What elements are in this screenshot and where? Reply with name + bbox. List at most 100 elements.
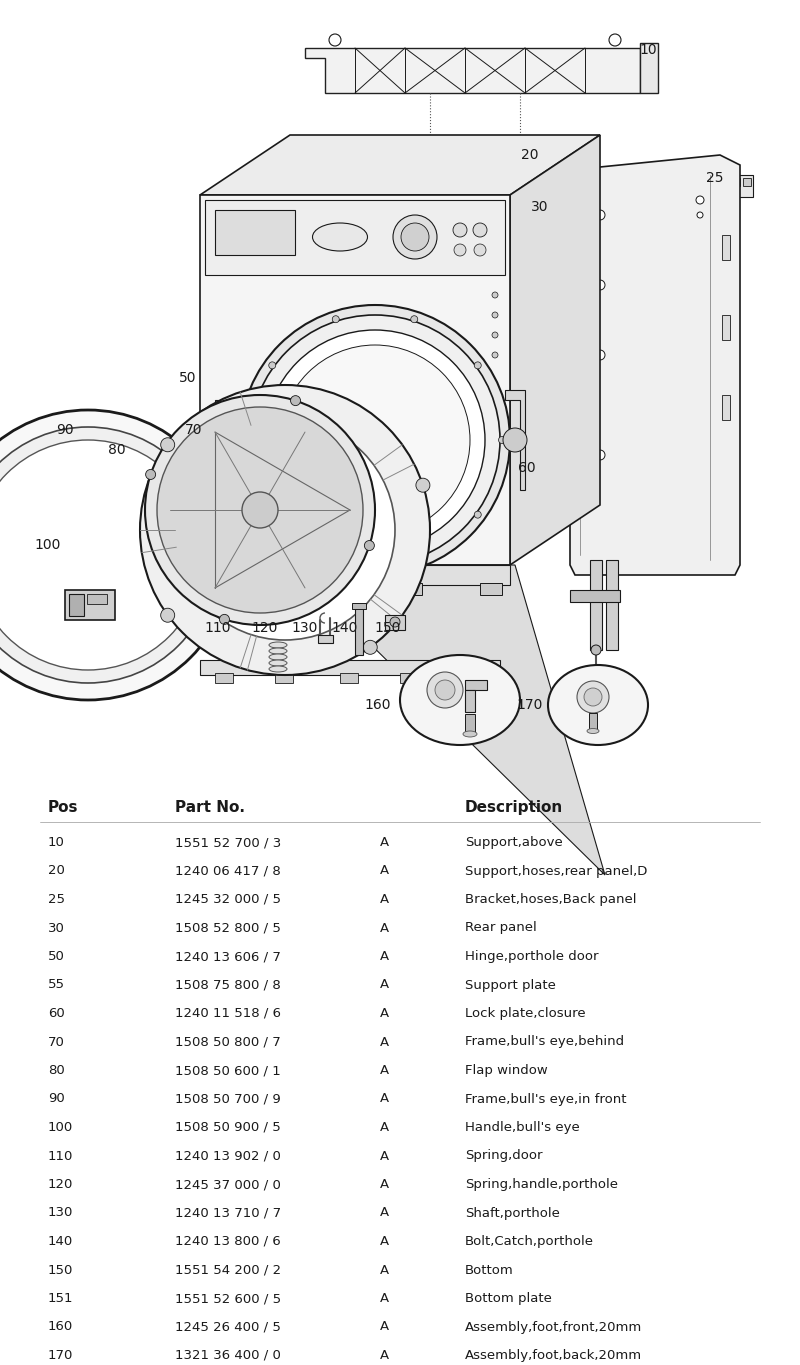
Text: Pos: Pos <box>48 800 78 815</box>
Text: 1240 13 902 / 0: 1240 13 902 / 0 <box>175 1149 281 1163</box>
Bar <box>400 583 422 595</box>
Text: 70: 70 <box>48 1036 65 1048</box>
Circle shape <box>175 420 395 640</box>
Text: Hinge,porthole door: Hinge,porthole door <box>465 950 598 962</box>
Circle shape <box>290 396 301 405</box>
Text: A: A <box>380 1293 389 1305</box>
Circle shape <box>269 511 276 519</box>
Text: Handle,bull's eye: Handle,bull's eye <box>465 1121 580 1134</box>
Text: 30: 30 <box>531 201 549 214</box>
Text: 120: 120 <box>48 1178 74 1192</box>
Circle shape <box>454 244 466 257</box>
Ellipse shape <box>269 654 287 661</box>
Circle shape <box>329 34 341 46</box>
Text: 140: 140 <box>48 1235 74 1248</box>
Circle shape <box>0 427 216 682</box>
Text: 140: 140 <box>332 621 358 635</box>
Text: A: A <box>380 1007 389 1020</box>
Text: A: A <box>380 1178 389 1192</box>
Circle shape <box>390 617 400 627</box>
Circle shape <box>401 222 429 251</box>
Bar <box>65 590 115 620</box>
Text: A: A <box>380 921 389 935</box>
Bar <box>590 560 602 650</box>
Circle shape <box>492 352 498 358</box>
Text: 150: 150 <box>375 621 401 635</box>
Ellipse shape <box>400 655 520 745</box>
Ellipse shape <box>463 732 477 737</box>
Text: A: A <box>380 864 389 878</box>
Bar <box>318 635 333 643</box>
Polygon shape <box>305 48 640 93</box>
Bar <box>465 680 487 689</box>
Bar <box>400 673 418 682</box>
Text: 1240 13 606 / 7: 1240 13 606 / 7 <box>175 950 281 962</box>
Circle shape <box>222 449 230 457</box>
Polygon shape <box>510 135 600 565</box>
Text: 10: 10 <box>639 44 657 57</box>
Text: 90: 90 <box>48 1092 65 1106</box>
Bar <box>722 394 730 420</box>
Text: Shaft,porthole: Shaft,porthole <box>465 1207 560 1219</box>
Text: A: A <box>380 1320 389 1334</box>
Text: Flap window: Flap window <box>465 1063 548 1077</box>
Text: 170: 170 <box>517 698 543 713</box>
Text: 1245 37 000 / 0: 1245 37 000 / 0 <box>175 1178 281 1192</box>
Bar <box>87 594 107 603</box>
Ellipse shape <box>269 666 287 672</box>
Text: A: A <box>380 1063 389 1077</box>
Bar <box>522 156 530 167</box>
Circle shape <box>595 450 605 460</box>
Bar <box>220 445 232 465</box>
Circle shape <box>245 437 251 444</box>
Bar <box>713 175 753 197</box>
Circle shape <box>492 313 498 318</box>
Text: Spring,door: Spring,door <box>465 1149 542 1163</box>
Bar <box>589 713 597 732</box>
Text: 160: 160 <box>48 1320 74 1334</box>
Bar <box>722 315 730 340</box>
Text: 1551 52 700 / 3: 1551 52 700 / 3 <box>175 835 282 849</box>
Bar <box>200 195 510 565</box>
Text: A: A <box>380 835 389 849</box>
Circle shape <box>492 332 498 339</box>
Text: 20: 20 <box>48 864 65 878</box>
Text: A: A <box>380 950 389 962</box>
Circle shape <box>161 438 174 452</box>
Ellipse shape <box>269 648 287 654</box>
Circle shape <box>591 646 601 655</box>
Text: 10: 10 <box>48 835 65 849</box>
Text: 25: 25 <box>48 893 65 906</box>
Circle shape <box>453 222 467 238</box>
Bar <box>743 177 751 186</box>
Bar <box>722 235 730 259</box>
Text: 1508 75 800 / 8: 1508 75 800 / 8 <box>175 979 281 991</box>
Text: A: A <box>380 1349 389 1362</box>
Polygon shape <box>195 565 605 875</box>
Bar <box>205 201 505 274</box>
Text: 151: 151 <box>48 1293 74 1305</box>
Text: 1240 13 710 / 7: 1240 13 710 / 7 <box>175 1207 281 1219</box>
Text: 110: 110 <box>48 1149 74 1163</box>
Circle shape <box>332 315 339 322</box>
Text: 1508 52 800 / 5: 1508 52 800 / 5 <box>175 921 281 935</box>
Bar <box>69 594 84 616</box>
Circle shape <box>410 315 418 322</box>
Circle shape <box>584 688 602 706</box>
Circle shape <box>498 437 506 444</box>
Text: Bottom plate: Bottom plate <box>465 1293 552 1305</box>
Text: 130: 130 <box>48 1207 74 1219</box>
Bar <box>570 590 620 602</box>
Text: Spring,handle,porthole: Spring,handle,porthole <box>465 1178 618 1192</box>
Polygon shape <box>570 156 740 575</box>
Text: Support,above: Support,above <box>465 835 562 849</box>
Text: Part No.: Part No. <box>175 800 245 815</box>
Text: Bracket,hoses,Back panel: Bracket,hoses,Back panel <box>465 893 637 906</box>
Bar <box>275 673 293 682</box>
Text: Frame,bull's eye,behind: Frame,bull's eye,behind <box>465 1036 624 1048</box>
Circle shape <box>222 414 230 422</box>
Bar <box>200 565 510 586</box>
Text: 100: 100 <box>35 538 61 551</box>
Text: 60: 60 <box>518 461 536 475</box>
Text: 25: 25 <box>706 171 724 186</box>
